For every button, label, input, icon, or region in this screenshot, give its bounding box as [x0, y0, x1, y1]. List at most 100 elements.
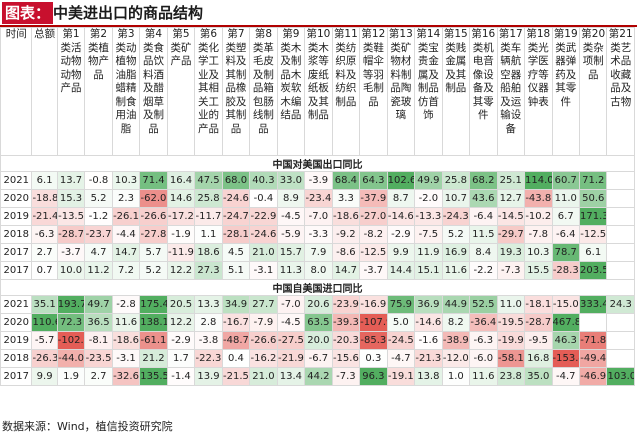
value-cell: 60.7 [551, 171, 581, 190]
value-cell: -19.9 [496, 331, 526, 350]
value-cell: -28.3 [551, 261, 581, 280]
value-cell [606, 349, 635, 368]
value-cell: 1.0 [441, 367, 471, 386]
year-cell: 2020 [0, 189, 33, 208]
value-cell: 49.7 [84, 295, 113, 314]
value-cell: 14.7 [331, 261, 361, 280]
table-row: 2018 -6.3 -28.7 -23.7 -4.4 -27.8 -1.9 1.1 -28.1-… [0, 225, 635, 244]
value-cell: -2.2 [469, 261, 498, 280]
value-cell: 16.9 [441, 243, 471, 262]
value-cell: -12.5 [359, 243, 388, 262]
value-cell: 5.7 [139, 243, 168, 262]
value-cell: 63.5 [304, 313, 333, 332]
value-cell: 9.9 [386, 243, 416, 262]
value-cell: 11.2 [84, 261, 113, 280]
value-cell: 11.3 [276, 261, 306, 280]
value-cell: 12.7 [496, 189, 526, 208]
value-cell: -11.9 [166, 243, 196, 262]
value-cell: 19.3 [496, 243, 526, 262]
value-cell: -11.7 [194, 207, 223, 226]
section-title: 中国对美国出口同比 [0, 155, 635, 172]
value-cell: -23.9 [331, 295, 361, 314]
column-header: 第9类木及制品木炭软木编结品 [276, 27, 306, 156]
column-header: 第15类贱金属及其制品 [441, 27, 471, 156]
value-cell: 4.7 [84, 243, 113, 262]
value-cell: 25.1 [496, 171, 526, 190]
value-cell: 35.0 [524, 367, 553, 386]
value-cell: 3.3 [331, 189, 361, 208]
value-cell: 52.5 [469, 295, 498, 314]
value-cell: -3.9 [304, 171, 333, 190]
value-cell: 33.0 [276, 171, 306, 190]
value-cell: 5.1 [221, 261, 251, 280]
column-header: 第6类化学工业及其相关工业的产品 [194, 27, 223, 156]
value-cell: -49.4 [578, 349, 608, 368]
value-cell: -12.5 [578, 225, 608, 244]
value-cell: 6.1 [578, 243, 608, 262]
value-cell: -15.0 [551, 295, 581, 314]
value-cell: -26.6 [139, 207, 168, 226]
value-cell: 2.8 [194, 313, 223, 332]
value-cell: -9.2 [331, 225, 361, 244]
value-cell: -36.4 [469, 313, 498, 332]
value-cell: 46.3 [551, 331, 581, 350]
column-header: 第1类活动物动物产品 [56, 27, 86, 156]
value-cell: -23.7 [84, 225, 113, 244]
column-header: 第2类植物产品 [84, 27, 113, 156]
value-cell: 21.0 [249, 367, 278, 386]
value-cell: -3.1 [111, 349, 141, 368]
table-row: 2018 -26.3 -44.0 -23.5 -3.1 21.2 1.7 -22.3 0.4 -1… [0, 349, 635, 368]
value-cell: -4.5 [276, 207, 306, 226]
value-cell: 47.5 [194, 171, 223, 190]
value-cell: -2.8 [111, 295, 141, 314]
value-cell: -32.6 [111, 367, 141, 386]
table-row: 2021 6.1 13.7 -0.8 10.3 71.4 16.4 47.5 68.0 40.3 3… [0, 171, 635, 190]
value-cell: -24.6 [249, 225, 278, 244]
value-cell: -18.6 [111, 331, 141, 350]
table-row: 2019-5.7-102.1-8.1-18.6-61.1-2.9-3.8-48.… [0, 331, 635, 350]
value-cell: -3.3 [304, 225, 333, 244]
value-cell: 7.9 [304, 243, 333, 262]
value-cell: 2.7 [31, 243, 58, 262]
value-cell: 10.3 [111, 171, 141, 190]
value-cell: -13.5 [56, 207, 86, 226]
table-row: 2020 -18.8 15.3 5.2 2.3 -62.0 14.6 25.8 -24.6 -0.… [0, 189, 635, 208]
value-cell: -14.6 [414, 313, 443, 332]
column-header: 第8类革毛皮及制品箱包肠线制品 [249, 27, 278, 156]
title-rule [0, 25, 637, 27]
value-cell: 467.8 [551, 313, 581, 332]
year-cell: 2017 [0, 261, 33, 280]
value-cell: -58.1 [496, 349, 526, 368]
value-cell: -2.9 [166, 331, 196, 350]
year-cell: 2019 [0, 207, 33, 226]
column-header: 第3类动植物油脂蜡精制食用油脂 [111, 27, 141, 156]
value-cell: -29.7 [496, 225, 526, 244]
value-cell: 25.8 [194, 189, 223, 208]
value-cell: -28.7 [524, 313, 553, 332]
value-cell: 78.7 [551, 243, 581, 262]
value-cell [606, 331, 635, 350]
column-header: 第21类艺术品收藏品及古物 [606, 27, 635, 156]
value-cell: 25.8 [441, 171, 471, 190]
value-cell: -18.6 [331, 207, 361, 226]
value-cell: 18.6 [194, 243, 223, 262]
year-cell: 2017 [0, 367, 33, 386]
value-cell: 15.1 [414, 261, 443, 280]
value-cell: 1.1 [194, 225, 223, 244]
value-cell: 10.0 [56, 261, 86, 280]
value-cell: 13.8 [414, 367, 443, 386]
value-cell: 138.1 [139, 313, 168, 332]
column-header: 第16类机电音像设备及其零件 [469, 27, 498, 156]
value-cell: 333.4 [578, 295, 608, 314]
value-cell: 16.4 [166, 171, 196, 190]
value-cell: 20.0 [304, 331, 333, 350]
column-header: 时间 [0, 27, 33, 156]
value-cell: 10.3 [524, 243, 553, 262]
column-header: 第20类杂项制品 [578, 27, 608, 156]
value-cell: -26.6 [249, 331, 278, 350]
value-cell: -23.4 [304, 189, 333, 208]
value-cell: 8.2 [441, 313, 471, 332]
value-cell: 12.2 [166, 261, 196, 280]
value-cell: -5.9 [276, 225, 306, 244]
value-cell: -7.5 [414, 225, 443, 244]
